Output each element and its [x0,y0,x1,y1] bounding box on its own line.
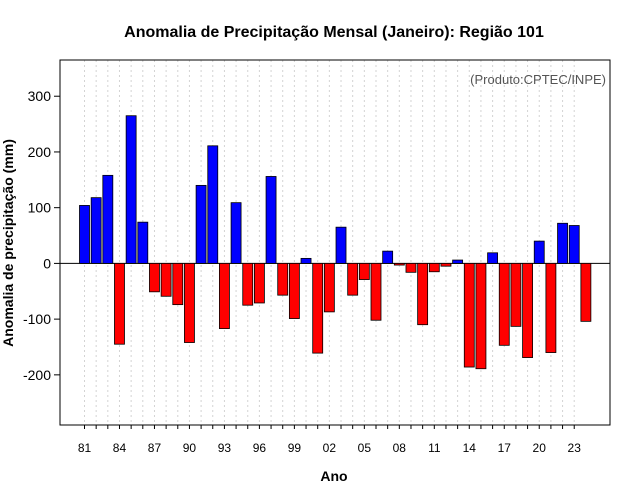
bar-1998 [277,262,289,296]
bar-2018 [510,262,522,327]
bar-1999 [288,262,300,319]
vertical-grid [84,60,575,425]
x-axis-title: Ano [320,468,347,484]
bar-2012 [440,262,452,267]
x-tick-label: 08 [393,441,407,455]
bar-1996 [253,262,265,304]
bar-extra-43 [580,262,592,322]
y-tick-label: -200 [23,367,51,383]
y-tick-label: 0 [43,255,51,271]
plot-frame [59,59,611,426]
bar-2023 [568,225,580,264]
y-axis-title: Anomalia de precipitação (mm) [0,139,16,347]
bar-1993 [219,262,230,329]
bar-2008 [393,262,405,266]
bar-2020 [533,240,545,264]
x-tick-label: 81 [78,441,92,455]
bar-1983 [102,174,114,264]
bar-1982 [90,197,102,264]
x-tick-label: 14 [463,441,477,455]
bar-1991 [195,184,207,264]
bar-1984 [114,262,125,345]
bar-2006 [370,262,382,321]
bar-2017 [498,262,510,346]
bar-2009 [405,262,417,273]
bar-2014 [463,262,475,368]
bar-1994 [230,202,242,264]
bar-2003 [335,226,347,264]
x-tick-label: 90 [183,441,197,455]
x-tick-label: 23 [568,441,582,455]
x-tick-label: 96 [253,441,267,455]
bar-1990 [184,262,195,343]
x-tick-label: 17 [498,441,512,455]
bar-2021 [545,262,557,353]
bar-2013 [452,259,464,264]
y-tick-label: 100 [28,200,52,216]
chart-title: Anomalia de Precipitação Mensal (Janeiro… [124,24,544,41]
x-tick-label: 02 [323,441,337,455]
bar-2004 [347,262,359,296]
bar-2022 [557,222,568,264]
x-tick-label: 11 [428,441,441,455]
bar-2010 [417,262,429,326]
x-axis: 81 84 87 90 93 96 99 02 05 08 11 14 17 20 23 [78,425,581,455]
x-tick-label: 84 [113,441,127,455]
bar-1981 [79,205,90,264]
x-tick-label: 05 [358,441,372,455]
bar-2011 [428,262,440,273]
bar-2007 [382,250,394,264]
bar-1992 [207,145,219,264]
bar-1988 [160,262,172,297]
y-tick-label: -100 [23,311,51,327]
bar-2019 [522,262,533,358]
bar-2015 [475,262,487,370]
y-tick-label: 300 [28,88,52,104]
bar-1986 [137,221,149,264]
y-axis: -200 -100 0 100 200 300 [23,88,60,383]
bar-2000 [300,257,312,264]
bar-2001 [312,262,324,354]
bar-2005 [358,262,370,280]
y-tick-label: 200 [28,144,52,160]
x-tick-label: 93 [218,441,232,455]
bar-2002 [323,262,335,313]
bar-1987 [149,262,160,293]
bar-1985 [125,115,137,264]
source-note: (Produto:CPTEC/INPE) [470,72,606,87]
x-tick-label: 20 [533,441,547,455]
bar-1989 [172,262,184,306]
bar-1995 [242,262,254,306]
bar-2016 [487,252,499,264]
x-tick-label: 87 [148,441,162,455]
bar-1997 [265,176,277,264]
bars [79,115,592,370]
x-tick-label: 99 [288,441,302,455]
